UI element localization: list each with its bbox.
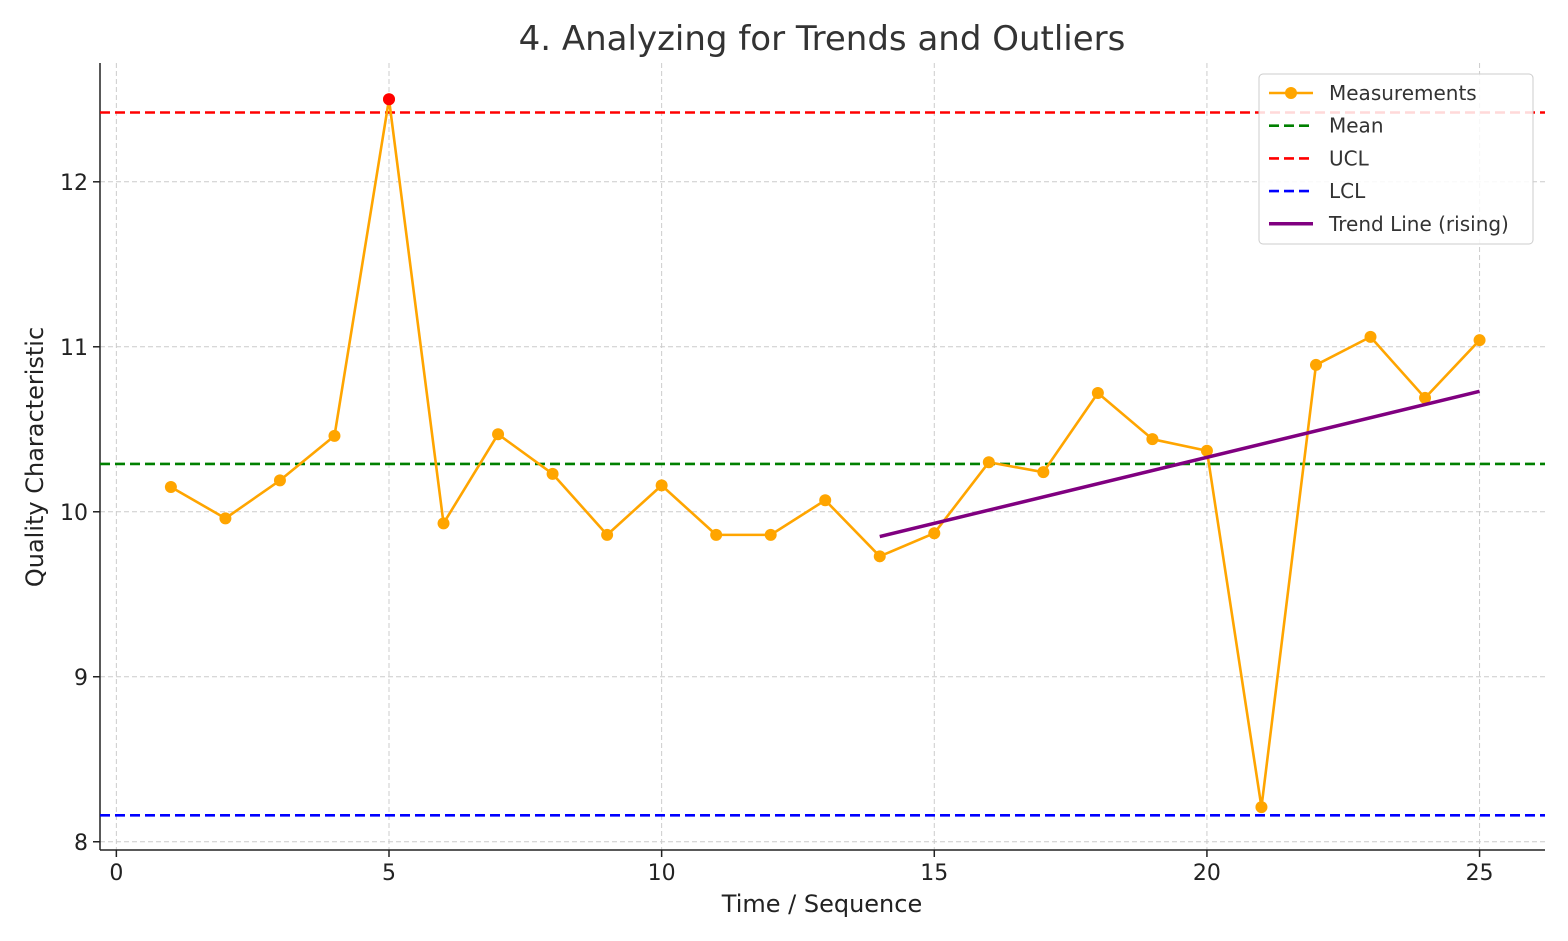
measurement-point <box>1473 334 1486 347</box>
legend-marker <box>1285 87 1297 99</box>
legend: Measurements Mean UCL LCL Trend Line (rising… <box>1258 73 1534 245</box>
measurement-point <box>1255 801 1268 814</box>
chart-title: 4. Analyzing for Trends and Outliers <box>519 19 1126 59</box>
trend-line <box>879 389 1480 539</box>
legend-label: Measurements <box>1329 81 1477 105</box>
x-tick-label: 10 <box>648 861 676 886</box>
y-tick-label: 12 <box>60 171 88 196</box>
legend-box <box>1258 73 1534 245</box>
measurement-point <box>273 474 286 487</box>
y-tick-label: 10 <box>60 501 88 526</box>
x-tick-label: 0 <box>109 861 123 886</box>
x-tick-label: 20 <box>1193 861 1221 886</box>
legend-label: Trend Line (rising) <box>1328 212 1509 236</box>
y-tick-label: 9 <box>74 666 88 691</box>
y-tick-label: 11 <box>60 336 88 361</box>
legend-label: Mean <box>1329 114 1384 138</box>
measurement-point <box>819 494 832 507</box>
y-tick-label: 8 <box>74 831 88 856</box>
measurement-point <box>1200 444 1213 457</box>
measurement-point <box>1091 386 1104 399</box>
measurement-point <box>1419 391 1432 404</box>
measurement-point <box>1037 466 1050 479</box>
y-axis-label: Quality Characteristic <box>21 327 49 587</box>
measurement-point <box>1309 358 1322 371</box>
measurement-point <box>1146 433 1159 446</box>
measurement-point <box>492 428 505 441</box>
outlier-point <box>383 93 395 106</box>
measurement-point <box>601 528 614 541</box>
measurement-point <box>655 479 668 492</box>
measurement-point <box>1364 330 1377 343</box>
x-tick-label: 25 <box>1466 861 1494 886</box>
legend-label: UCL <box>1329 146 1370 170</box>
x-tick-label: 15 <box>920 861 948 886</box>
measurement-point <box>437 517 450 530</box>
measurement-point <box>928 527 941 540</box>
measurement-point <box>982 456 995 469</box>
measurement-point <box>546 467 559 480</box>
measurement-point <box>219 512 232 525</box>
plot-area: 0 5 10 15 20 25 8 9 10 11 12 <box>60 63 1545 886</box>
measurement-point <box>764 528 777 541</box>
measurement-point <box>873 550 886 563</box>
measurement-point <box>710 528 723 541</box>
measurement-point <box>164 481 177 494</box>
legend-label: LCL <box>1329 179 1366 203</box>
x-tick-label: 5 <box>382 861 396 886</box>
x-axis-label: Time / Sequence <box>721 890 922 918</box>
measurement-point <box>328 429 341 442</box>
